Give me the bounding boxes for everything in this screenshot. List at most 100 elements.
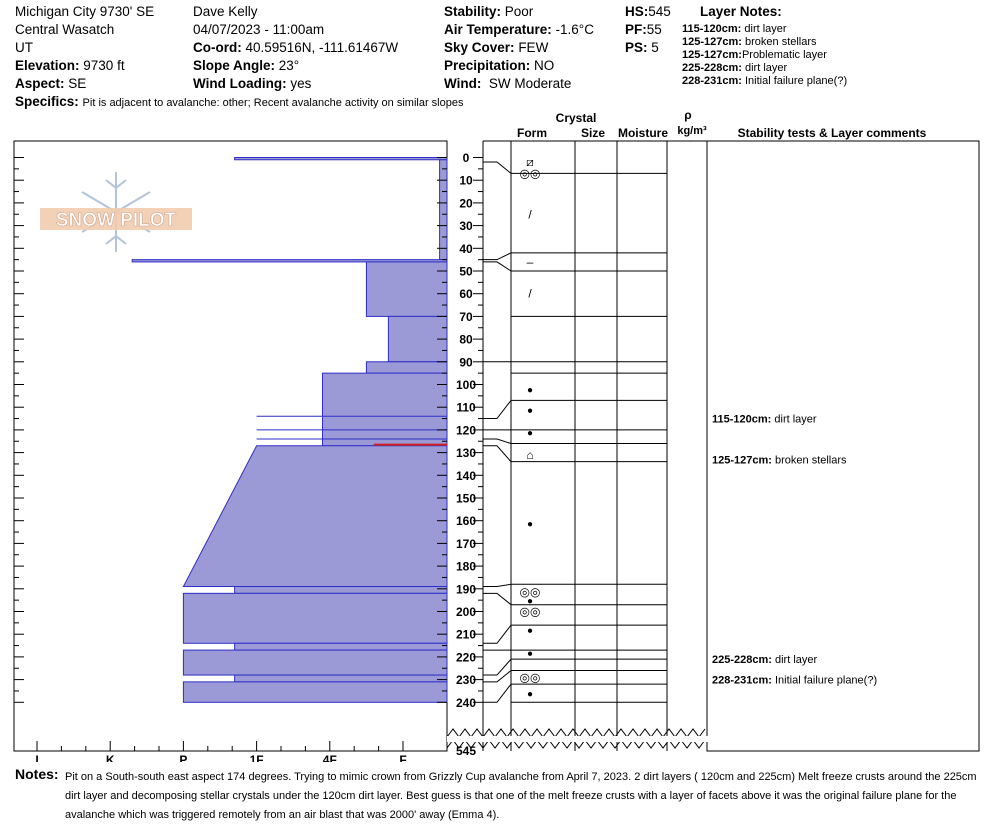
hardness-layer-bar: [234, 157, 448, 161]
slope-value: 23°: [278, 58, 300, 73]
ps-value: 5: [651, 40, 659, 55]
crystal-header: Crystal: [556, 111, 597, 125]
coord-value: 40.59516N, -111.61467W: [245, 40, 399, 55]
grain-form-symbol: ●: [527, 596, 533, 607]
layer-note-range: 125-127cm:: [682, 36, 742, 48]
depth-tick-label: 120: [456, 423, 476, 437]
air-temperature: Air Temperature: -1.6°C: [444, 22, 594, 37]
wind-loading-label: Wind Loading:: [193, 76, 287, 91]
depth-tick-label: 30: [459, 219, 473, 233]
depth-tick-label: 50: [459, 265, 473, 279]
depth-tick-label: 10: [459, 174, 473, 188]
size-header: Size: [581, 126, 605, 140]
rho-header: ρ: [684, 108, 691, 122]
layer-connector: [483, 438, 512, 444]
slope-label: Slope Angle:: [193, 58, 276, 73]
layer-connector: [483, 583, 512, 588]
density-unit-header: kg/m³: [677, 125, 707, 137]
notes-label: Notes:: [15, 766, 59, 782]
elevation: Elevation: 9730 ft: [15, 58, 125, 73]
layer-comment-text: dirt layer: [774, 414, 817, 426]
depth-tick-label: 90: [459, 355, 473, 369]
hardness-layer-bar: [439, 159, 448, 261]
layer-note-text: Initial failure plane(?): [745, 75, 848, 87]
aspect: Aspect: SE: [15, 76, 86, 91]
grain-form-symbol: ◎◎: [520, 585, 541, 599]
depth-tick-label: 140: [456, 469, 476, 483]
grain-form-symbol: ●: [527, 648, 533, 659]
hardness-layers: [131, 157, 448, 703]
datetime: 04/07/2023 - 11:00am: [193, 22, 325, 37]
grain-form-symbol: ●: [527, 405, 533, 416]
depth-tick-label: 180: [456, 560, 476, 574]
location: Michigan City 9730' SE: [15, 4, 155, 19]
layer-comment-range: 115-120cm:: [712, 414, 774, 426]
sky-cover: Sky Cover: FEW: [444, 40, 548, 55]
depth-tick-label: 200: [456, 605, 476, 619]
wind-loading: Wind Loading: yes: [193, 76, 311, 91]
layer-connector: [483, 592, 512, 606]
layer-comment-range: 228-231cm:: [712, 675, 775, 687]
depth-tick-label: 220: [456, 650, 476, 664]
stability-label: Stability:: [444, 4, 502, 19]
hardness-layer-bar: [365, 361, 448, 374]
moisture-header: Moisture: [618, 126, 668, 140]
layer-note-text: Problematic layer: [741, 49, 827, 61]
grain-form-symbol: ◎◎: [520, 605, 541, 619]
stability-value: Poor: [504, 4, 534, 19]
hardness-tick-label: P: [179, 753, 187, 762]
layer-comment-text: broken stellars: [775, 454, 847, 466]
observer: Dave Kelly: [193, 4, 258, 19]
layer-connector: [483, 261, 512, 272]
hardness-tick-label: K: [106, 753, 115, 762]
specifics-value: Pit is adjacent to avalanche: other; Rec…: [82, 97, 464, 109]
layer-connector: [483, 400, 512, 420]
pf-value: 55: [646, 22, 662, 37]
layer-connector: [483, 161, 512, 174]
layer-note-item: 115-120cm: dirt layer: [682, 23, 787, 35]
break-gap: [447, 736, 708, 742]
depth-tick-label: 40: [459, 242, 473, 256]
hardness-tick-label: I: [35, 753, 38, 762]
crystal-layer-lines: [511, 172, 667, 703]
layer-comment-range: 225-228cm:: [712, 654, 775, 666]
layer-comment: 115-120cm: dirt layer: [712, 414, 817, 426]
hardness-tick-label: F: [399, 753, 406, 762]
stability: Stability: Poor: [444, 4, 533, 19]
pf-label: PF:: [625, 22, 647, 37]
stability-comments-header: Stability tests & Layer comments: [738, 126, 927, 140]
hardness-axis: I K P 1F 4F F: [35, 741, 407, 762]
depth-tick-label: 80: [459, 333, 473, 347]
pf: PF:55: [625, 22, 662, 37]
depth-tick-label: 20: [459, 196, 473, 210]
precip-value: NO: [534, 58, 555, 73]
precipitation: Precipitation: NO: [444, 58, 554, 73]
axis-break-label: 545: [456, 744, 476, 758]
layer-connector: [483, 670, 512, 683]
layer-note-range: 115-120cm:: [682, 23, 742, 35]
wind-loading-value: yes: [290, 76, 312, 91]
wind-label: Wind:: [444, 76, 482, 91]
snow-profile-chart: Crystal Form Size Moisture ρ kg/m³ Stabi…: [13, 108, 980, 762]
hardness-layer-bar: [182, 681, 448, 703]
depth-tick-label: 130: [456, 446, 476, 460]
grain-form-symbol: ●: [527, 519, 533, 530]
ps: PS: 5: [625, 40, 659, 55]
air-temp-value: -1.6°C: [555, 22, 594, 37]
depth-tick-label: 0: [463, 151, 470, 165]
layer-note-item: 225-228cm: dirt layer: [682, 62, 787, 74]
mountain-range: Central Wasatch: [15, 22, 115, 37]
depth-tick-label: 230: [456, 673, 476, 687]
grain-form-symbol: –: [527, 255, 534, 269]
notes-text: Pit on a South-south east aspect 174 deg…: [65, 771, 977, 821]
hs-value: 545: [648, 4, 671, 19]
grain-form-symbol: ●: [527, 689, 533, 700]
layer-note-item: 125-127cm:Problematic layer: [682, 49, 827, 61]
grain-form-symbol: ⧄: [526, 155, 534, 169]
layer-lines: [256, 415, 447, 446]
grain-form-symbol: /: [528, 207, 532, 221]
depth-tick-label: 60: [459, 287, 473, 301]
hardness-layer-bar: [365, 261, 448, 317]
hardness-tick-label: 4F: [323, 753, 337, 762]
state: UT: [15, 40, 33, 55]
